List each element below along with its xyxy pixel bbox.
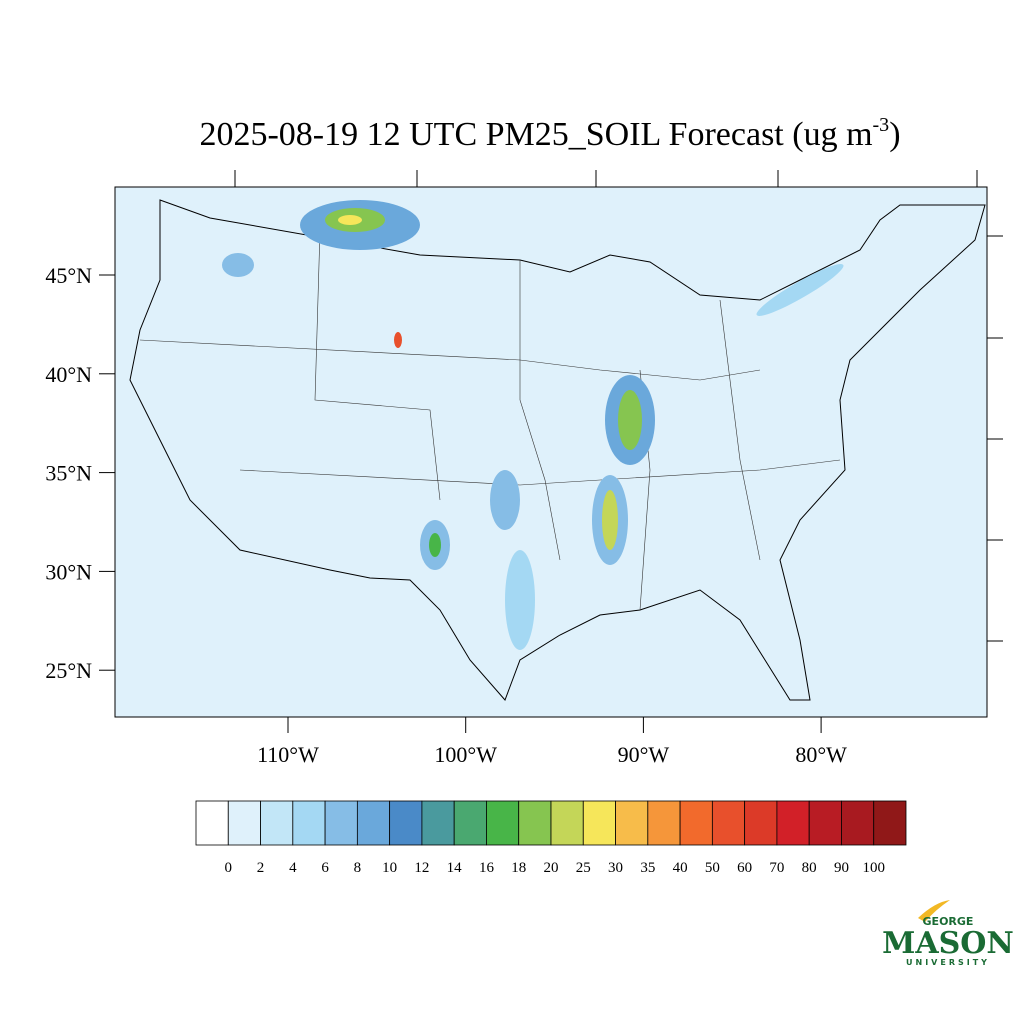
colorbar-box: [679, 800, 713, 846]
colorbar-box: [711, 800, 746, 846]
colorbar-label: 6: [321, 860, 329, 876]
colorbar-label: 0: [225, 860, 233, 876]
colorbar-label: 10: [382, 860, 397, 876]
colorbar-label: 14: [447, 860, 463, 876]
colorbar-box: [744, 800, 778, 846]
colorbar-box: [227, 800, 261, 846]
colorbar-box: [582, 800, 616, 846]
map: [114, 170, 1003, 718]
lat-label: 30°N: [45, 559, 92, 584]
colorbar-label: 50: [705, 860, 720, 876]
colorbar-label: 40: [673, 860, 688, 876]
colorbar-label: 30: [608, 860, 623, 876]
lon-label: 100°W: [434, 742, 497, 767]
colorbar-box: [389, 800, 423, 846]
lon-label: 90°W: [618, 742, 670, 767]
title: 2025-08-19 12 UTC PM25_SOIL Forecast (ug…: [199, 114, 900, 153]
colorbar: 0 2 4 6 8 10 12 14 16 18 20 25 30 35 40 50 60 70 80 90 100: [195, 800, 907, 876]
ticks: [234, 170, 1003, 642]
colorbar-label: 4: [289, 860, 297, 876]
concentration-blobs: [222, 200, 844, 650]
colorbar-label: 35: [640, 860, 655, 876]
colorbar-box: [808, 800, 842, 846]
lat-label: 40°N: [45, 362, 92, 387]
logo: GEORGE MASON UNIVERSITY: [882, 900, 1014, 967]
colorbar-label: 8: [354, 860, 362, 876]
colorbar-label: 70: [769, 860, 784, 876]
colorbar-label: 16: [479, 860, 495, 876]
logo-bottom: UNIVERSITY: [906, 958, 990, 967]
colorbar-label: 25: [576, 860, 591, 876]
colorbar-box: [453, 800, 487, 846]
map-frame: [114, 186, 988, 718]
colorbar-box: [550, 800, 584, 846]
colorbar-box: [421, 800, 455, 846]
lon-label: 80°W: [795, 742, 847, 767]
colorbar-box: [841, 800, 875, 846]
lat-label: 35°N: [45, 461, 92, 486]
colorbar-box: [324, 800, 358, 846]
colorbar-box: [260, 800, 294, 846]
logo-top: GEORGE: [923, 915, 974, 928]
title-main: 2025-08-19 12 UTC PM25_SOIL Forecast (ug…: [199, 116, 872, 153]
colorbar-box: [873, 800, 907, 846]
title-end: ): [889, 116, 900, 153]
colorbar-label: 12: [414, 860, 429, 876]
colorbar-box: [776, 800, 810, 846]
colorbar-label: 18: [511, 860, 526, 876]
logo-main: MASON: [882, 926, 1014, 961]
coastline: [129, 199, 986, 701]
lat-label: 25°N: [45, 658, 92, 683]
colorbar-label: 80: [802, 860, 817, 876]
colorbar-label: 100: [862, 860, 885, 876]
colorbar-label: 2: [257, 860, 265, 876]
lat-label: 45°N: [45, 263, 92, 288]
colorbar-label: 60: [737, 860, 752, 876]
colorbar-label: 20: [544, 860, 559, 876]
colorbar-label: 90: [834, 860, 849, 876]
colorbar-box: [518, 800, 552, 846]
colorbar-box: [292, 800, 326, 846]
colorbar-box: [356, 800, 391, 846]
lon-label: 110°W: [257, 742, 319, 767]
colorbar-box: [615, 800, 649, 846]
colorbar-box: [486, 800, 520, 846]
state-borders: [139, 229, 841, 611]
title-superscript: -3: [873, 114, 890, 136]
colorbar-box: [647, 800, 681, 846]
colorbar-box: [195, 800, 229, 846]
